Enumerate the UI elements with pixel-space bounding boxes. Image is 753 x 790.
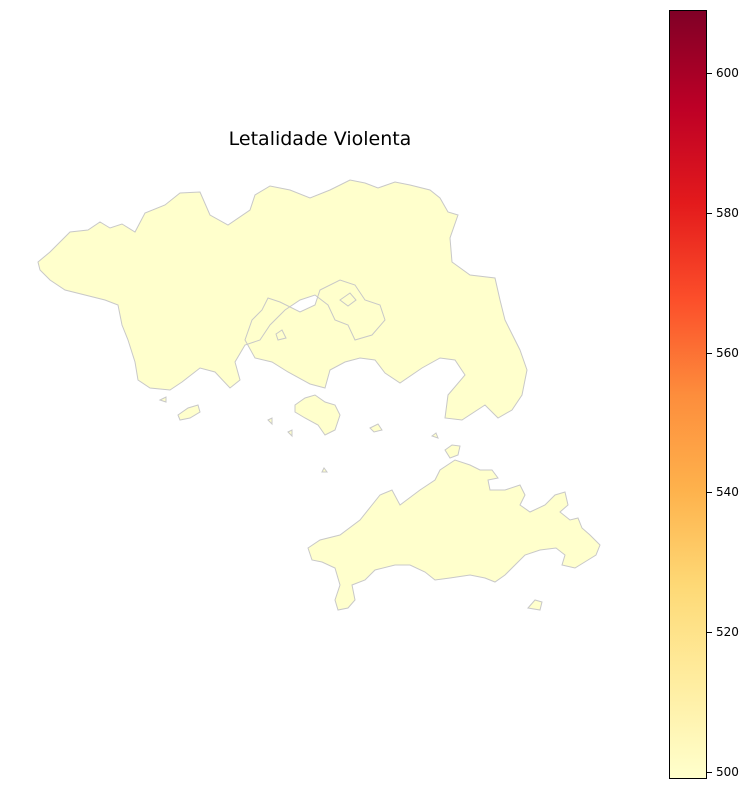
northern-mainland-region	[37, 179, 528, 421]
small-island	[294, 394, 341, 436]
southern-island-region	[307, 459, 601, 611]
map-title: Letalidade Violenta	[228, 128, 412, 150]
choropleth-map	[37, 179, 601, 611]
colorbar-tick	[707, 213, 712, 214]
small-island	[339, 292, 357, 307]
small-island	[177, 404, 201, 421]
small-island	[430, 432, 439, 439]
colorbar-tick-label: 600	[716, 65, 739, 80]
colorbar-tick-label: 560	[716, 345, 739, 360]
colorbar-tick	[707, 353, 712, 354]
colorbar-tick	[707, 492, 712, 493]
small-island	[275, 329, 287, 341]
small-island	[527, 599, 543, 611]
small-island	[158, 396, 167, 403]
map-regions	[37, 179, 601, 611]
small-island	[287, 429, 293, 438]
colorbar-tick-label: 520	[716, 625, 739, 640]
small-island	[321, 467, 328, 473]
small-island	[444, 444, 461, 459]
small-island	[267, 417, 273, 426]
colorbar-tick	[707, 632, 712, 633]
colorbar	[669, 10, 707, 779]
colorbar-tick-label: 580	[716, 205, 739, 220]
colorbar-tick-label: 540	[716, 485, 739, 500]
colorbar-tick-label: 500	[716, 765, 739, 779]
colorbar-tick	[707, 73, 712, 74]
colorbar-tick	[707, 772, 712, 773]
small-island	[369, 423, 383, 433]
